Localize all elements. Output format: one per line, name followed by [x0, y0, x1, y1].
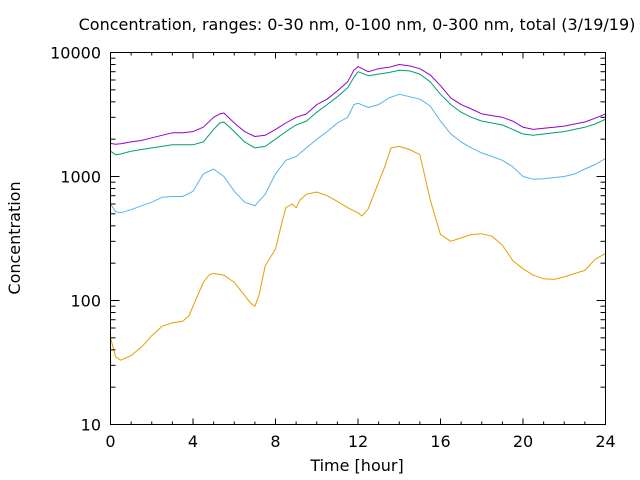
- series-line-2: [110, 93, 606, 214]
- x-tick-label: 12: [348, 432, 368, 451]
- y-tick-label: 100: [70, 292, 101, 311]
- x-tick-label: 20: [513, 432, 533, 451]
- x-tick-label: 16: [430, 432, 450, 451]
- y-axis-label: Concentration: [5, 181, 24, 294]
- x-tick-label: 24: [595, 432, 615, 451]
- x-tick-label: 8: [270, 432, 280, 451]
- tick-layer: 0 4 8 12 16 20 24 10 100 1000 10000: [50, 44, 616, 452]
- plot-frame: [110, 52, 606, 425]
- series-line-1: [110, 145, 606, 361]
- x-axis-label: Time [hour]: [309, 456, 403, 475]
- y-tick-label: 10000: [50, 44, 101, 63]
- series-line-4: [110, 64, 606, 145]
- x-tick-label: 0: [105, 432, 115, 451]
- series-line-3: [110, 69, 606, 156]
- y-tick-label: 10: [81, 416, 101, 435]
- chart-title: Concentration, ranges: 0-30 nm, 0-100 nm…: [79, 15, 636, 34]
- series-layer: [110, 64, 606, 361]
- y-tick-label: 1000: [60, 168, 101, 187]
- x-tick-label: 4: [188, 432, 198, 451]
